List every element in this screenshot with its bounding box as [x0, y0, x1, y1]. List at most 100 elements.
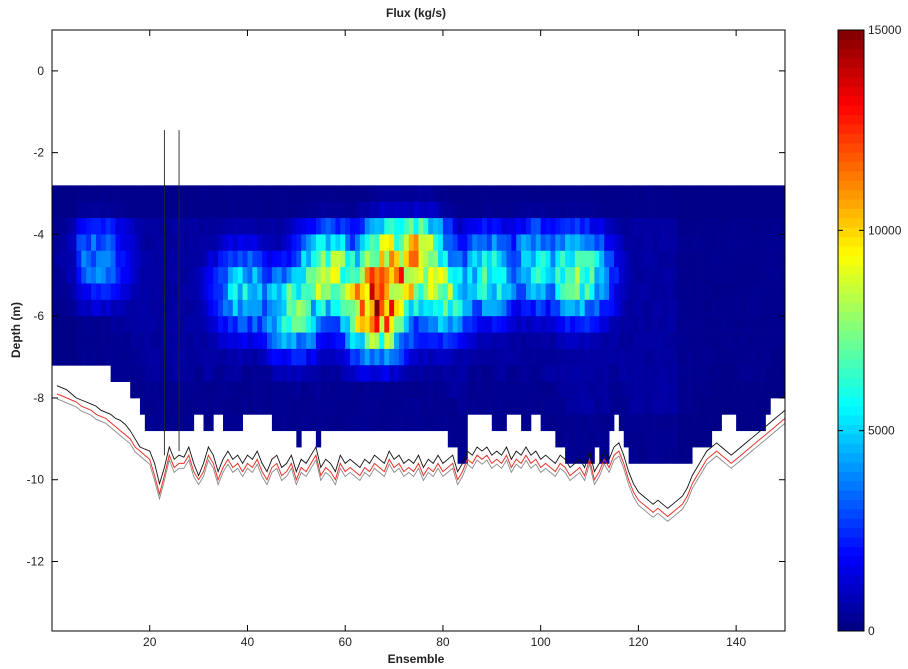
heatmap-cell [472, 218, 478, 235]
heatmap-cell [467, 267, 473, 284]
heatmap-cell [511, 316, 517, 333]
heatmap-cell [550, 201, 556, 219]
heatmap-cell [232, 250, 239, 268]
heatmap-cell [726, 365, 732, 382]
heatmap-cell [599, 397, 605, 415]
heatmap-cell [267, 234, 273, 252]
heatmap-cell [262, 267, 268, 284]
heatmap-cell [325, 218, 331, 235]
heatmap-cell [110, 316, 116, 333]
heatmap-cell [330, 348, 336, 366]
heatmap-cell [262, 348, 268, 366]
x-tick-label: 120 [628, 635, 648, 649]
heatmap-cell [61, 348, 68, 366]
heatmap-cell [711, 365, 717, 382]
heatmap-cell [105, 283, 112, 301]
heatmap-cell [433, 381, 439, 399]
heatmap-cell [716, 365, 722, 382]
heatmap-cell [315, 365, 322, 382]
heatmap-cell [428, 348, 434, 366]
colorbar-segment [838, 433, 864, 444]
heatmap-cell [623, 201, 630, 219]
heatmap-cell [565, 185, 571, 203]
heatmap-cell [452, 332, 458, 350]
heatmap-cell [662, 185, 669, 203]
heatmap-cell [242, 316, 248, 333]
heatmap-cell [291, 250, 297, 268]
heatmap-cell [247, 250, 253, 268]
heatmap-cell [340, 267, 346, 284]
heatmap-cell [501, 316, 507, 333]
heatmap-cell [438, 218, 444, 235]
heatmap-cell [755, 267, 761, 284]
heatmap-cell [648, 381, 654, 399]
heatmap-cell [584, 299, 590, 317]
heatmap-cell [154, 348, 160, 366]
heatmap-cell [618, 348, 625, 366]
heatmap-cell [609, 365, 615, 382]
heatmap-cell [56, 234, 63, 252]
heatmap-cell [736, 283, 742, 301]
heatmap-cell [423, 267, 429, 284]
heatmap-cell [638, 430, 644, 448]
heatmap-cell [613, 283, 620, 301]
heatmap-cell [262, 201, 268, 219]
heatmap-cell [579, 316, 586, 333]
heatmap-cell [291, 234, 297, 252]
heatmap-cell [482, 283, 488, 301]
heatmap-cell [755, 397, 761, 415]
heatmap-cell [765, 299, 771, 317]
heatmap-cell [491, 365, 498, 382]
heatmap-cell [413, 397, 419, 415]
heatmap-cell [354, 201, 361, 219]
heatmap-cell [193, 299, 199, 317]
heatmap-cell [477, 185, 483, 203]
heatmap-cell [657, 348, 664, 366]
heatmap-cell [438, 267, 444, 284]
heatmap-cell [540, 299, 546, 317]
heatmap-cell [462, 201, 468, 219]
heatmap-cell [169, 332, 175, 350]
heatmap-cell [682, 414, 688, 432]
heatmap-cell [599, 365, 605, 382]
heatmap-cell [310, 365, 317, 382]
heatmap-cell [144, 234, 151, 252]
heatmap-cell [71, 348, 77, 366]
heatmap-cell [697, 201, 703, 219]
heatmap-cell [81, 316, 87, 333]
heatmap-cell [438, 185, 444, 203]
heatmap-cell [350, 267, 356, 284]
heatmap-cell [618, 414, 625, 432]
heatmap-cell [91, 299, 97, 317]
heatmap-cell [667, 348, 674, 366]
heatmap-cell [467, 381, 473, 399]
heatmap-cell [398, 365, 405, 382]
heatmap-cell [428, 185, 434, 203]
heatmap-cell [154, 365, 160, 382]
heatmap-cell [701, 365, 708, 382]
colorbar-segment [838, 133, 864, 144]
heatmap-cell [354, 348, 361, 366]
heatmap-cell [594, 381, 600, 399]
heatmap-cell [526, 201, 532, 219]
heatmap-cell [726, 381, 732, 399]
heatmap-cell [276, 250, 283, 268]
heatmap-cell [677, 185, 683, 203]
heatmap-cell [271, 348, 278, 366]
heatmap-cell [741, 348, 747, 366]
heatmap-cell [423, 348, 429, 366]
heatmap-cell [653, 250, 659, 268]
heatmap-cell [115, 234, 121, 252]
heatmap-cell [286, 267, 292, 284]
heatmap-cell [394, 218, 400, 235]
heatmap-cell [731, 201, 737, 219]
heatmap-cell [467, 332, 473, 350]
heatmap-cell [76, 332, 82, 350]
heatmap-cell [682, 332, 688, 350]
heatmap-cell [179, 397, 185, 415]
heatmap-cell [52, 316, 58, 333]
heatmap-cell [130, 348, 136, 366]
heatmap-cell [306, 299, 312, 317]
heatmap-cell [120, 218, 126, 235]
heatmap-cell [760, 234, 766, 252]
